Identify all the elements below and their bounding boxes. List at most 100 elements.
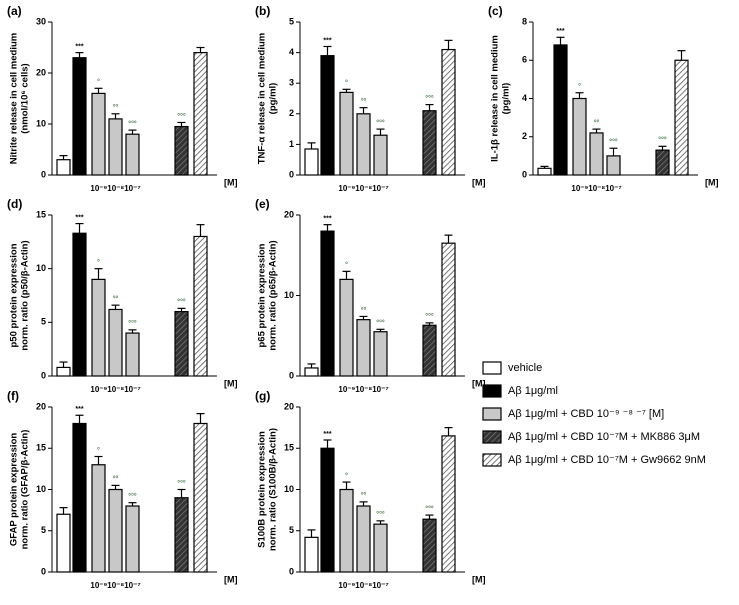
panel-label: (e) [255, 197, 270, 211]
legend-swatch [482, 430, 502, 444]
y-axis-label: TNF-α release in cell medium [257, 33, 268, 165]
significance-label: ° [345, 472, 348, 480]
y-tick-label: 5 [289, 525, 294, 535]
y-tick-label: 20 [36, 401, 46, 411]
bar [193, 51, 208, 176]
x-axis-label: 10⁻⁹10⁻⁸10⁻⁷ [90, 581, 140, 590]
y-tick-label: 8 [522, 16, 527, 26]
x-axis-label: 10⁻⁹10⁻⁸10⁻⁷ [90, 385, 140, 394]
bar [606, 155, 621, 176]
y-tick-label: 15 [36, 443, 46, 453]
bar [108, 308, 123, 377]
legend-label: Aβ 1μg/ml [508, 385, 558, 397]
y-tick-label: 6 [522, 55, 527, 65]
bar [356, 505, 371, 573]
bar [72, 57, 87, 176]
y-tick-label: 0 [522, 169, 527, 179]
bar [422, 324, 437, 377]
bar [304, 536, 319, 573]
significance-label: *** [75, 406, 83, 413]
y-tick-label: 0 [289, 566, 294, 576]
x-axis-label: 10⁻⁹10⁻⁸10⁻⁷ [571, 184, 621, 193]
significance-label: ° [345, 79, 348, 87]
bar [589, 132, 604, 176]
y-tick-label: 10 [284, 290, 294, 300]
y-axis-label: norm. ratio (p65/β-Actin) [268, 240, 279, 350]
significance-label: *** [323, 37, 331, 44]
bar [72, 232, 87, 377]
y-tick-label: 0 [289, 370, 294, 380]
y-tick-label: 0 [41, 370, 46, 380]
panel-label: (f) [7, 389, 19, 403]
y-tick-label: 2 [289, 108, 294, 118]
significance-label: °° [361, 98, 367, 106]
bar [125, 332, 140, 377]
y-axis-label: GFAP protein expression [9, 433, 20, 547]
significance-label: ° [97, 446, 100, 454]
y-axis-label: p65 protein expression [257, 243, 268, 347]
bar [339, 278, 354, 377]
bar [537, 167, 552, 176]
significance-label: ° [97, 259, 100, 267]
bar [320, 230, 335, 377]
legend-swatch [482, 361, 502, 375]
unit-label: [M] [472, 574, 486, 584]
significance-label: ° [97, 78, 100, 86]
bar [422, 110, 437, 176]
significance-label: °°° [658, 136, 667, 144]
panel-label: (g) [255, 389, 270, 403]
bar [553, 44, 568, 176]
unit-label: [M] [472, 177, 486, 187]
unit-label: [M] [224, 574, 238, 584]
significance-label: °°° [177, 112, 186, 120]
bar [320, 447, 335, 573]
bar [422, 518, 437, 573]
significance-label: °° [113, 475, 119, 483]
bar [441, 242, 456, 377]
significance-label: °°° [609, 138, 618, 146]
bar [373, 331, 388, 377]
y-tick-label: 4 [289, 47, 294, 57]
bar [320, 55, 335, 176]
significance-label: °°° [177, 479, 186, 487]
significance-label: *** [75, 43, 83, 50]
legend-label: Aβ 1μg/ml + CBD 10⁻⁷M + MK886 3μM [508, 431, 700, 443]
significance-label: °° [113, 104, 119, 112]
bar [339, 488, 354, 573]
bar [108, 118, 123, 176]
bar [373, 523, 388, 573]
bar [339, 91, 354, 176]
y-tick-label: 20 [284, 401, 294, 411]
bar [304, 148, 319, 176]
bar [373, 134, 388, 176]
y-tick-label: 10 [284, 484, 294, 494]
bar [356, 319, 371, 377]
y-tick-label: 0 [41, 169, 46, 179]
bar [56, 366, 71, 377]
y-tick-label: 10 [36, 118, 46, 128]
y-tick-label: 30 [36, 16, 46, 26]
significance-label: *** [556, 28, 564, 35]
bar [174, 125, 189, 176]
y-axis-label: Nitrite release in cell medium [9, 33, 20, 164]
bar [72, 422, 87, 573]
bar [125, 133, 140, 176]
y-tick-label: 0 [289, 169, 294, 179]
significance-label: ° [578, 83, 581, 91]
y-tick-label: 10 [36, 263, 46, 273]
legend-label: vehicle [508, 362, 542, 374]
bar [304, 367, 319, 377]
bar [174, 497, 189, 573]
unit-label: [M] [705, 177, 719, 187]
y-axis-label: p50 protein expression [9, 243, 20, 347]
y-axis-label: norm. ratio (GFAP/β-Actin) [20, 430, 31, 550]
y-tick-label: 5 [41, 317, 46, 327]
x-axis-label: 10⁻⁹10⁻⁸10⁻⁷ [338, 385, 388, 394]
bar [125, 505, 140, 573]
significance-label: °° [113, 295, 119, 303]
bar [441, 435, 456, 573]
significance-label: °°° [128, 493, 137, 501]
y-tick-label: 4 [522, 93, 527, 103]
y-tick-label: 20 [284, 209, 294, 219]
y-tick-label: 15 [36, 209, 46, 219]
